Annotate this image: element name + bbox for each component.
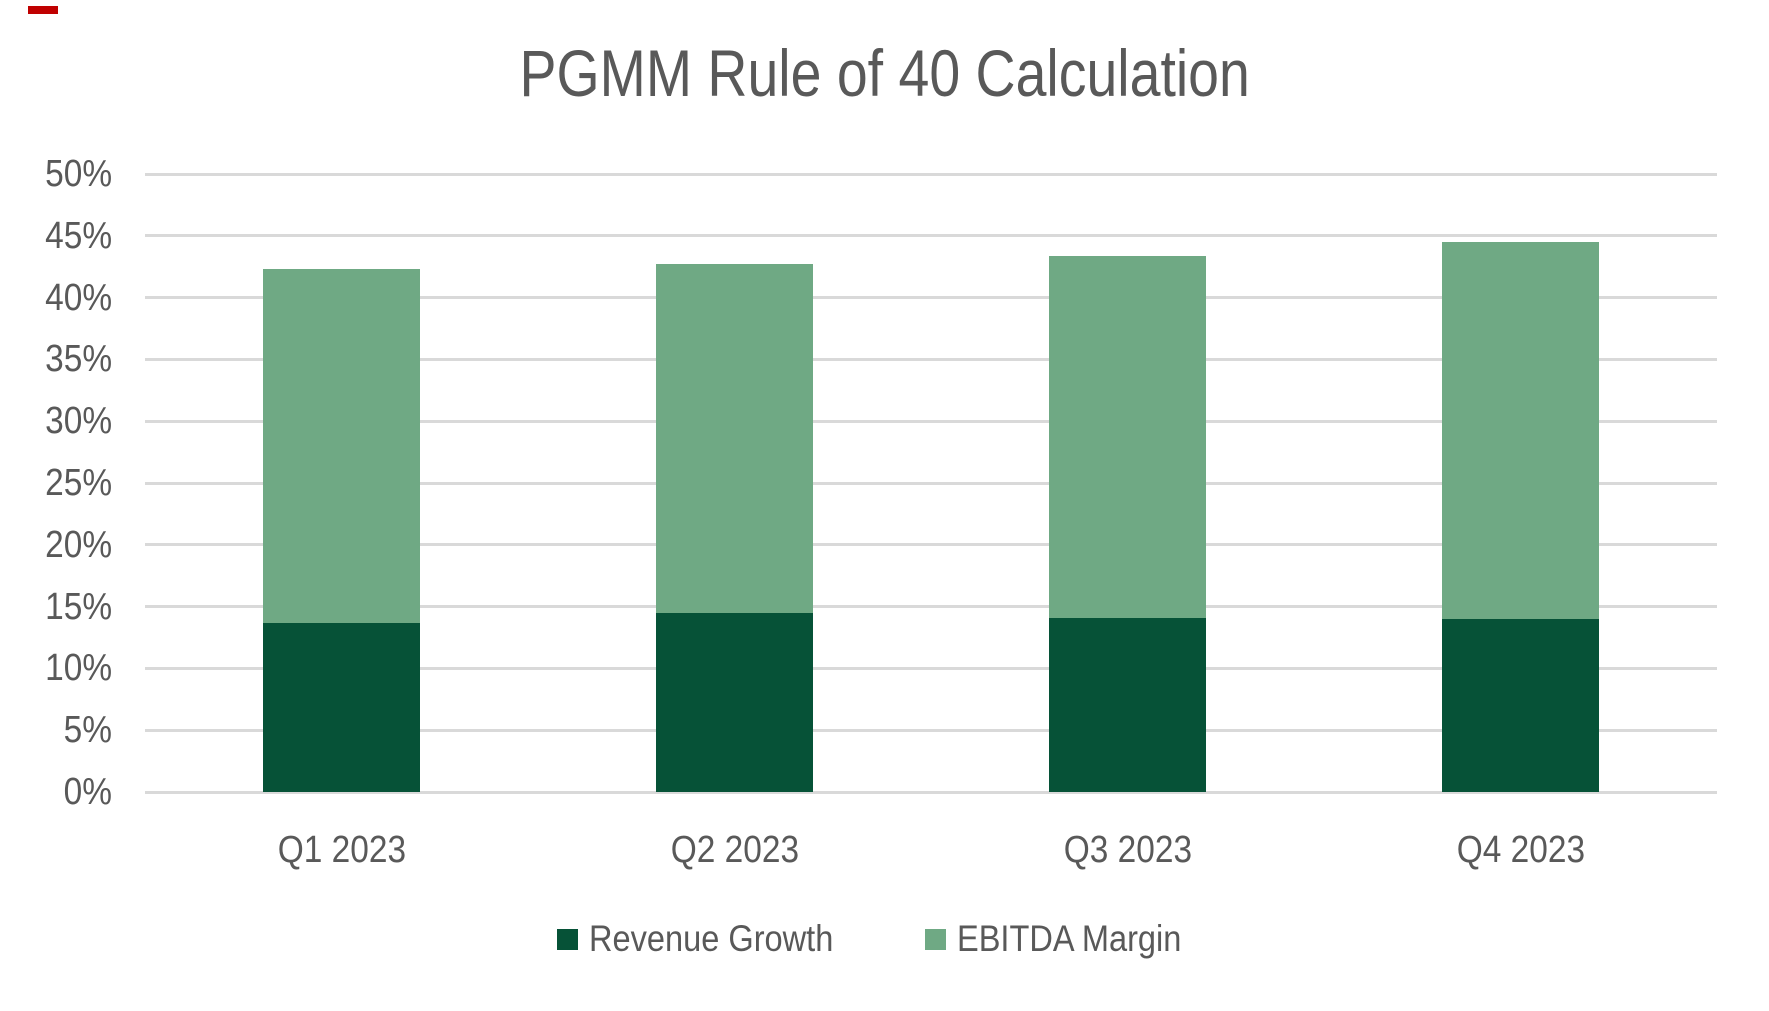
y-axis-tick-text: 40% xyxy=(45,276,112,319)
x-axis-label-text: Q2 2023 xyxy=(670,829,799,871)
gridline-15 xyxy=(145,605,1717,609)
gridline-10 xyxy=(145,666,1717,670)
red-mark-decoration xyxy=(28,6,58,14)
legend-item-ebitda-margin: EBITDA Margin xyxy=(924,918,1212,960)
y-axis-tick-text: 50% xyxy=(45,153,112,195)
y-axis-tick-label-40: 40% xyxy=(0,276,112,320)
y-axis-tick-label-10: 10% xyxy=(0,646,112,690)
y-axis-tick-text: 5% xyxy=(63,709,112,752)
y-axis-tick-label-20: 20% xyxy=(0,523,112,567)
x-axis-label-q3-2023: Q3 2023 xyxy=(931,828,1324,872)
bar-segment-ebitda-margin-q4-2023 xyxy=(1442,241,1599,619)
gridline-30 xyxy=(145,419,1717,423)
gridline-20 xyxy=(145,543,1717,547)
bar-segment-ebitda-margin-q1-2023 xyxy=(263,269,420,623)
legend-label-revenue-growth: Revenue Growth xyxy=(589,918,834,959)
legend: Revenue Growth EBITDA Margin xyxy=(0,916,1769,962)
gridline-50 xyxy=(145,172,1717,176)
x-axis-label-text: Q1 2023 xyxy=(277,829,406,871)
y-axis-tick-label-45: 45% xyxy=(0,214,112,258)
chart-title: PGMM Rule of 40 Calculation xyxy=(0,36,1769,110)
y-axis-tick-text: 45% xyxy=(45,214,112,257)
y-axis-tick-text: 0% xyxy=(63,771,112,813)
gridline-0 xyxy=(145,790,1717,794)
legend-label-ebitda-margin: EBITDA Margin xyxy=(956,918,1182,959)
chart-title-text: PGMM Rule of 40 Calculation xyxy=(519,36,1250,110)
y-axis-tick-text: 30% xyxy=(45,400,112,443)
y-axis-tick-text: 20% xyxy=(45,523,112,566)
bar-segment-ebitda-margin-q2-2023 xyxy=(656,264,813,613)
y-axis-tick-label-5: 5% xyxy=(0,708,112,752)
legend-swatch-ebitda-margin-icon xyxy=(924,928,946,950)
x-axis-label-q2-2023: Q2 2023 xyxy=(538,828,931,872)
bar-segment-revenue-growth-q4-2023 xyxy=(1442,618,1599,792)
legend-swatch-revenue-growth-icon xyxy=(557,928,579,950)
gridline-35 xyxy=(145,357,1717,361)
y-axis-tick-text: 15% xyxy=(45,585,112,628)
gridline-25 xyxy=(145,481,1717,485)
x-axis-label-q4-2023: Q4 2023 xyxy=(1324,828,1717,872)
y-axis-tick-text: 10% xyxy=(45,647,112,690)
gridline-45 xyxy=(145,234,1717,238)
bar-segment-revenue-growth-q2-2023 xyxy=(656,612,813,792)
x-axis-label-text: Q4 2023 xyxy=(1456,829,1585,871)
bar-segment-revenue-growth-q3-2023 xyxy=(1049,617,1206,792)
y-axis-tick-label-15: 15% xyxy=(0,585,112,629)
gridline-5 xyxy=(145,728,1717,732)
x-axis-label-text: Q3 2023 xyxy=(1063,829,1192,871)
legend-item-revenue-growth: Revenue Growth xyxy=(557,918,867,960)
bar-segment-revenue-growth-q1-2023 xyxy=(263,622,420,792)
y-axis-tick-label-25: 25% xyxy=(0,461,112,505)
gridline-40 xyxy=(145,296,1717,300)
bar-segment-ebitda-margin-q3-2023 xyxy=(1049,255,1206,618)
y-axis-tick-label-30: 30% xyxy=(0,399,112,443)
y-axis-tick-text: 25% xyxy=(45,462,112,504)
y-axis-tick-text: 35% xyxy=(45,338,112,381)
y-axis-tick-label-0: 0% xyxy=(0,770,112,814)
x-axis-label-q1-2023: Q1 2023 xyxy=(145,828,538,872)
y-axis-tick-label-35: 35% xyxy=(0,337,112,381)
y-axis-tick-label-50: 50% xyxy=(0,152,112,196)
